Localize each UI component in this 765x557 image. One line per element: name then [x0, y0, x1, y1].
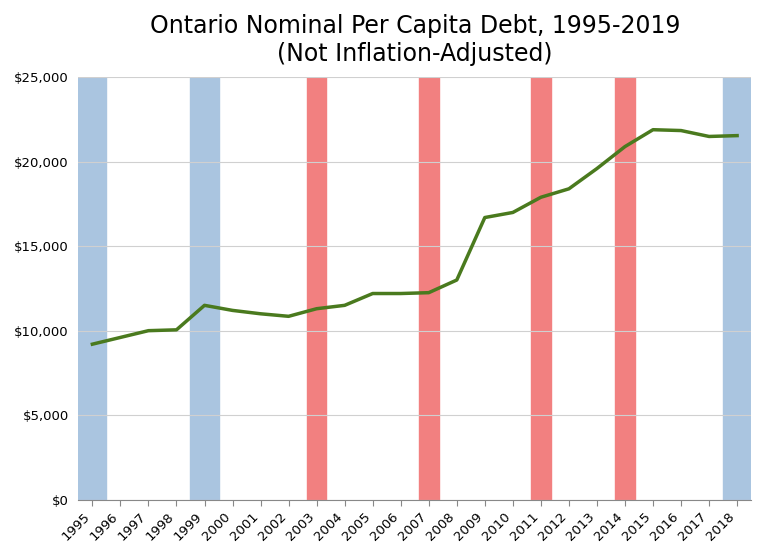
- Bar: [307, 77, 327, 500]
- Bar: [615, 77, 635, 500]
- Bar: [419, 77, 438, 500]
- Bar: [78, 77, 106, 500]
- Title: Ontario Nominal Per Capita Debt, 1995-2019
(Not Inflation-Adjusted): Ontario Nominal Per Capita Debt, 1995-20…: [149, 14, 680, 66]
- Bar: [190, 77, 219, 500]
- Bar: [723, 77, 751, 500]
- Bar: [531, 77, 551, 500]
